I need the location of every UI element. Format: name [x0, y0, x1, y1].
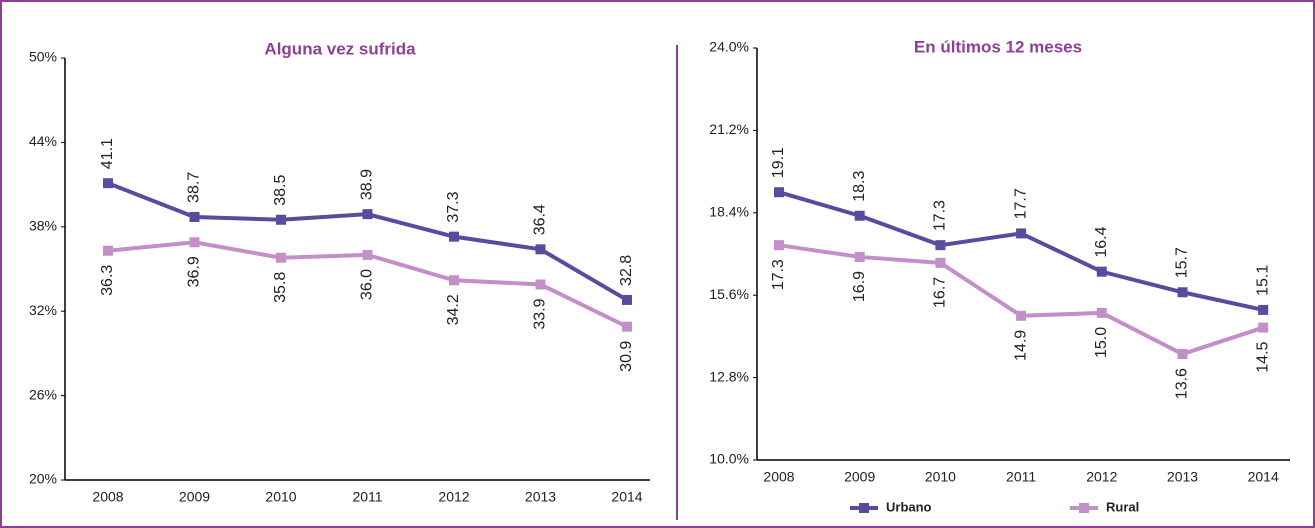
- x-tick-label: 2010: [925, 469, 956, 485]
- value-label: 14.9: [1012, 330, 1029, 361]
- value-label: 13.6: [1174, 368, 1191, 399]
- value-label: 16.4: [1093, 226, 1110, 257]
- y-tick-label: 12.8%: [709, 368, 749, 384]
- x-tick-label: 2012: [1086, 469, 1117, 485]
- x-tick-label: 2009: [844, 469, 875, 485]
- point: [276, 252, 286, 263]
- x-tick-label: 2013: [1167, 469, 1198, 485]
- point: [535, 279, 546, 290]
- x-tick-label: 2009: [179, 489, 210, 505]
- y-tick-label: 38%: [29, 218, 57, 234]
- value-label: 15.7: [1174, 247, 1191, 278]
- value-label: 15.0: [1093, 327, 1110, 358]
- point: [103, 178, 113, 189]
- value-label: 19.1: [770, 147, 787, 178]
- value-label: 37.3: [445, 191, 462, 222]
- y-tick-label: 24.0%: [709, 39, 749, 55]
- chart-title: Alguna vez sufrida: [264, 39, 416, 58]
- point: [535, 244, 546, 255]
- value-label: 14.5: [1254, 341, 1271, 372]
- point: [189, 237, 200, 248]
- y-tick-label: 26%: [29, 386, 57, 402]
- point: [1016, 228, 1027, 239]
- value-label: 36.9: [186, 256, 203, 287]
- x-tick-label: 2011: [1006, 469, 1036, 485]
- value-label: 18.3: [851, 171, 868, 202]
- value-label: 35.8: [272, 272, 289, 303]
- x-tick-label: 2014: [1248, 469, 1279, 485]
- point: [189, 211, 200, 222]
- x-tick-label: 2008: [92, 489, 123, 505]
- x-tick-label: 2008: [763, 469, 794, 485]
- point: [1258, 322, 1269, 333]
- value-label: 34.2: [445, 294, 462, 325]
- legend-label: Rural: [1106, 499, 1139, 514]
- point: [935, 257, 946, 268]
- point: [1258, 304, 1269, 315]
- point: [103, 245, 113, 256]
- y-tick-label: 21.2%: [709, 121, 749, 137]
- value-label: 36.3: [99, 265, 116, 296]
- value-label: 38.7: [186, 172, 203, 203]
- chart-title: En últimos 12 meses: [914, 37, 1082, 56]
- value-label: 17.3: [932, 200, 949, 231]
- value-label: 33.9: [532, 298, 549, 329]
- value-label: 36.4: [532, 204, 549, 235]
- y-tick-label: 44%: [29, 133, 57, 149]
- point: [774, 187, 784, 198]
- point: [622, 294, 632, 305]
- y-tick-label: 32%: [29, 302, 57, 318]
- value-label: 16.9: [851, 271, 868, 302]
- x-tick-label: 2013: [525, 489, 556, 505]
- point: [276, 214, 286, 225]
- point: [854, 210, 865, 221]
- y-tick-label: 20%: [29, 471, 57, 487]
- value-label: 38.9: [359, 169, 376, 200]
- point: [1096, 266, 1107, 277]
- value-label: 16.7: [932, 277, 949, 308]
- y-tick-label: 15.6%: [709, 286, 749, 302]
- y-tick-label: 18.4%: [709, 204, 749, 220]
- y-tick-label: 10.0%: [709, 451, 749, 467]
- point: [362, 249, 373, 260]
- point: [449, 231, 459, 242]
- point: [362, 209, 373, 220]
- point: [774, 240, 784, 251]
- y-tick-label: 50%: [29, 49, 57, 65]
- value-label: 32.8: [618, 255, 635, 286]
- value-label: 36.0: [359, 269, 376, 300]
- legend-label: Urbano: [886, 499, 932, 514]
- x-tick-label: 2011: [352, 489, 382, 505]
- point: [1096, 307, 1107, 318]
- value-label: 15.1: [1254, 265, 1271, 296]
- point: [449, 275, 459, 286]
- x-tick-label: 2010: [265, 489, 296, 505]
- legend-marker: [859, 503, 869, 513]
- point: [854, 251, 865, 262]
- x-tick-label: 2012: [438, 489, 469, 505]
- point: [1177, 287, 1188, 298]
- value-label: 30.9: [618, 341, 635, 372]
- point: [935, 240, 946, 251]
- point: [622, 321, 632, 332]
- legend-marker: [1079, 503, 1089, 513]
- value-label: 38.5: [272, 175, 289, 206]
- point: [1177, 349, 1188, 360]
- x-tick-label: 2014: [611, 489, 642, 505]
- value-label: 41.1: [99, 138, 116, 169]
- value-label: 17.3: [770, 259, 787, 290]
- point: [1016, 310, 1027, 321]
- value-label: 17.7: [1012, 188, 1029, 219]
